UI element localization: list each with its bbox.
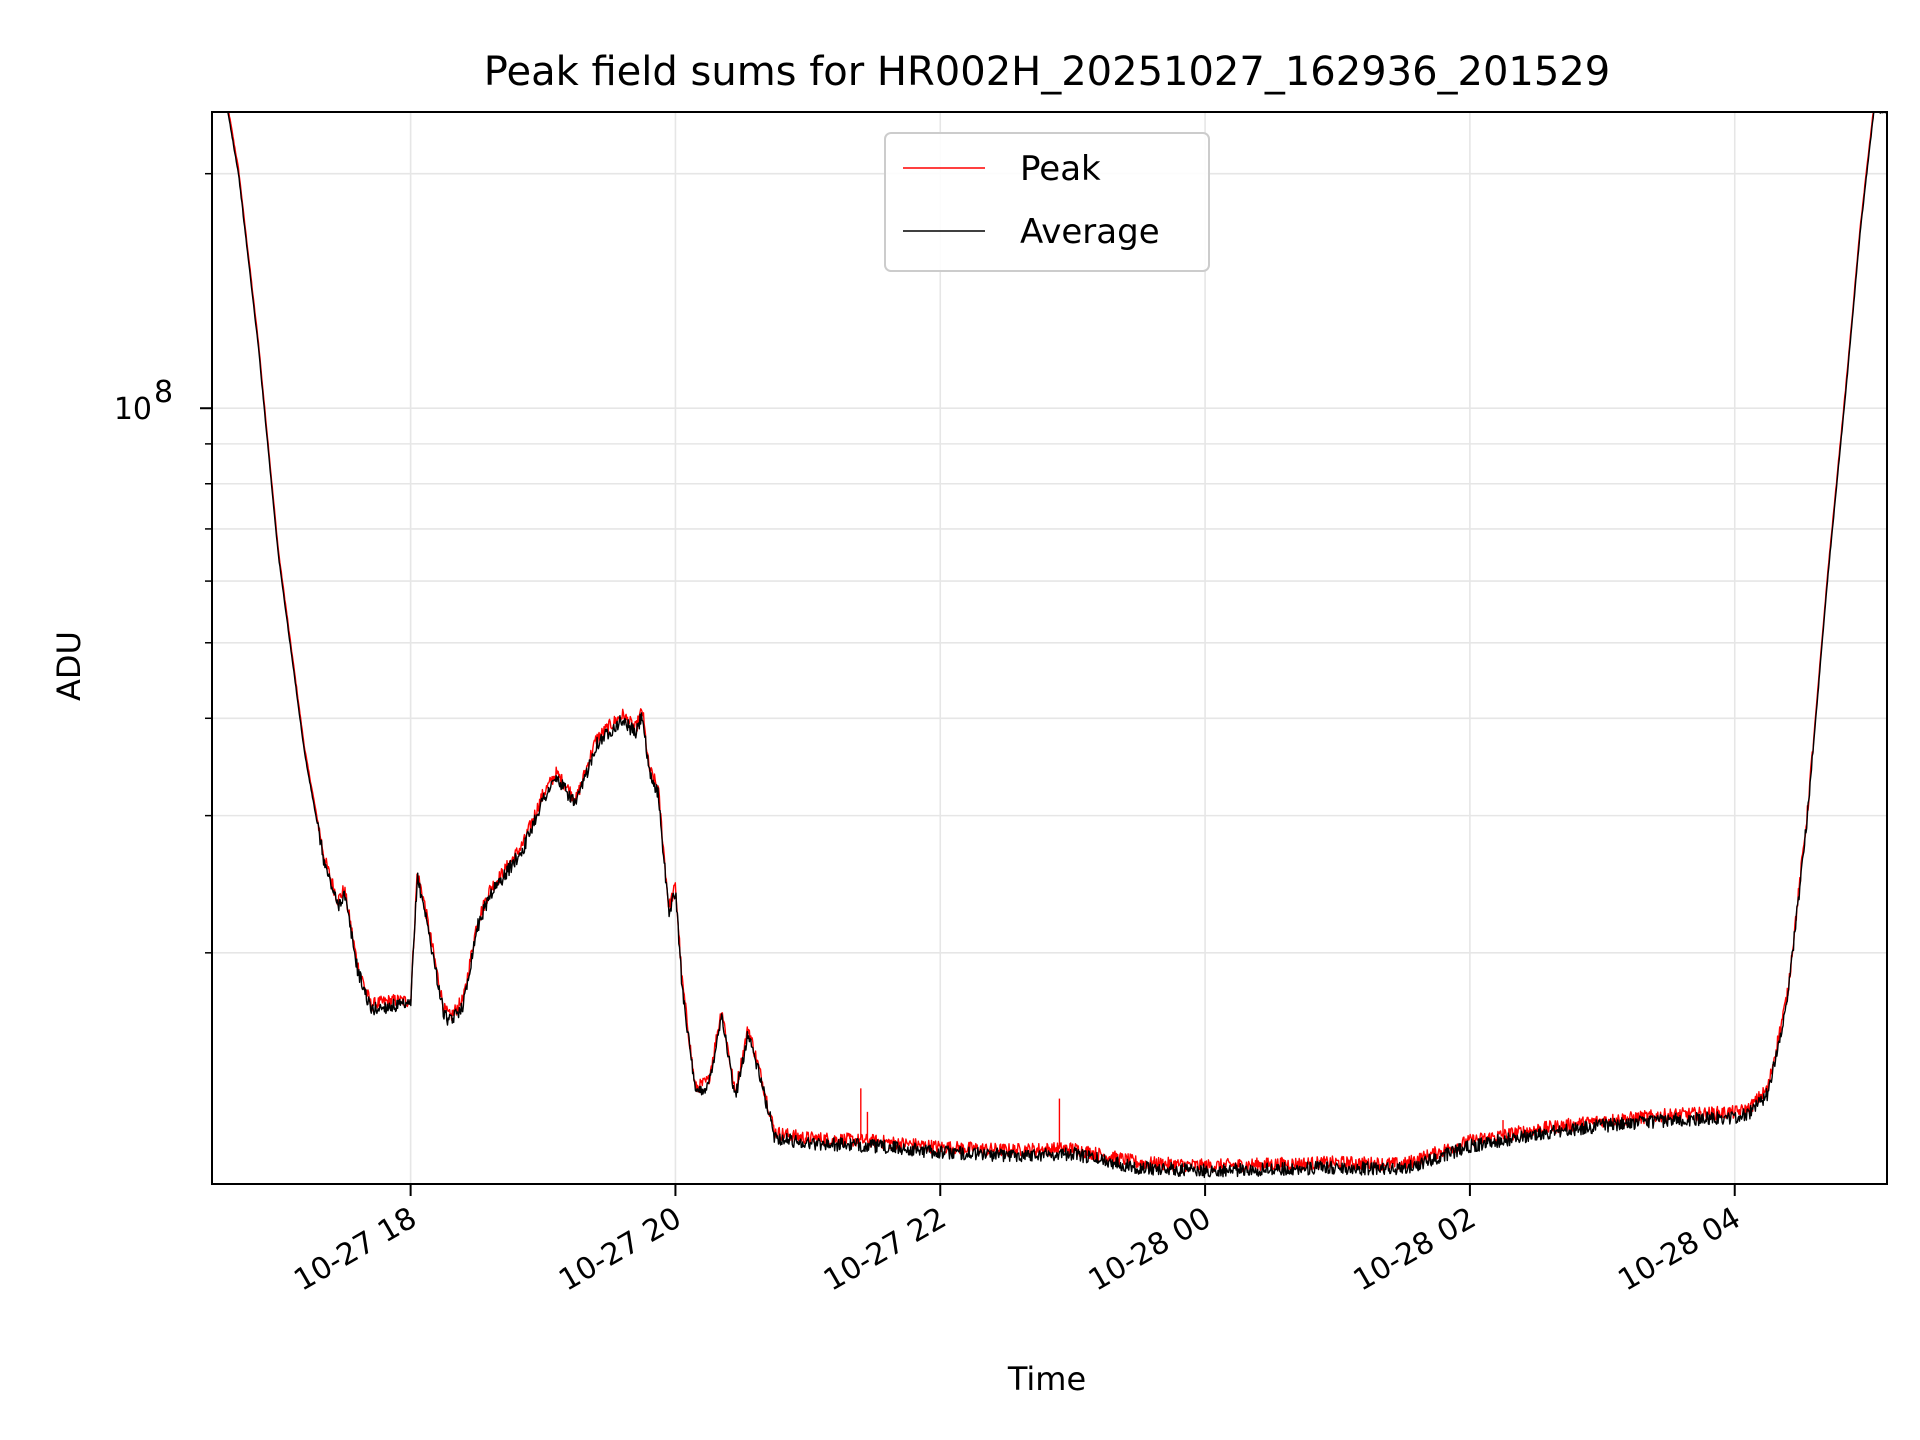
legend: Peak Average: [884, 132, 1210, 272]
legend-average-label: Average: [1020, 212, 1160, 252]
y-tick-label: 10: [114, 392, 152, 427]
x-axis-label: Time: [1007, 1360, 1086, 1398]
legend-peak-label: Peak: [1020, 149, 1101, 189]
chart-title: Peak field sums for HR002H_20251027_1629…: [484, 49, 1610, 95]
series-line-average: [225, 112, 1887, 1179]
series-layer: [225, 112, 1887, 1179]
y-axis-label: ADU: [50, 631, 88, 701]
y-tick-label-exponent: 8: [154, 375, 173, 410]
plot-frame: [211, 111, 1888, 1185]
